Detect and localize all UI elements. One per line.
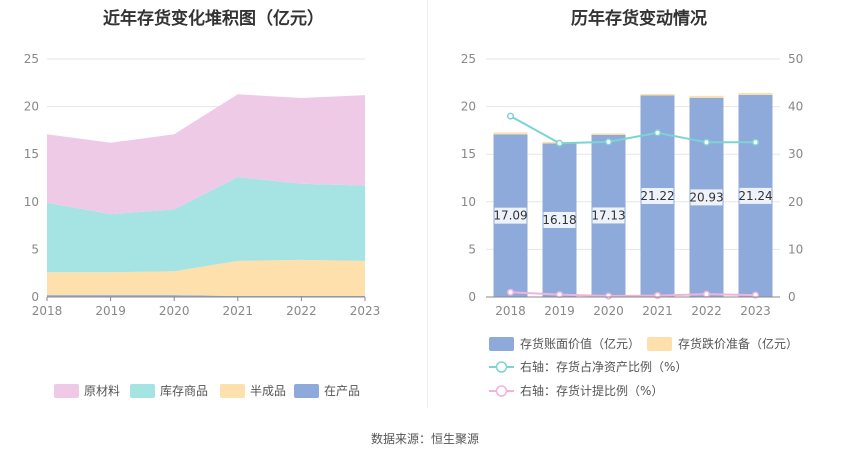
right-x-tick-label: 2019 bbox=[544, 304, 575, 318]
left-x-tick-label: 2022 bbox=[286, 304, 317, 318]
left-x-tick-label: 2019 bbox=[95, 304, 126, 318]
bar-value-label-bg bbox=[543, 211, 576, 228]
legend-label: 存货账面价值（亿元） bbox=[520, 336, 640, 351]
right-y-tick-label: 20 bbox=[461, 100, 476, 114]
bar-value-label: 16.18 bbox=[542, 213, 576, 227]
right-y-tick-label: 0 bbox=[468, 290, 476, 304]
left-y-tick-label: 25 bbox=[24, 52, 39, 66]
ratio-line-1 bbox=[510, 291, 756, 298]
left-y-tick-label: 20 bbox=[24, 100, 39, 114]
left-y-tick-label: 10 bbox=[24, 195, 39, 209]
legend-label: 存货跌价准备（亿元） bbox=[678, 336, 798, 351]
bar-value-label: 17.13 bbox=[591, 208, 625, 222]
ratio-point bbox=[702, 138, 711, 146]
area-1 bbox=[47, 259, 365, 297]
legend-marker bbox=[495, 385, 508, 397]
impairment-bar bbox=[689, 95, 724, 98]
ratio-point bbox=[506, 288, 515, 296]
bar-value-label-bg bbox=[690, 189, 723, 206]
ratio-point bbox=[751, 138, 760, 146]
right-y2-tick-label: 0 bbox=[788, 290, 796, 304]
left-chart-title: 近年存货变化堆积图（亿元） bbox=[103, 9, 324, 29]
right-x-tick-label: 2021 bbox=[642, 304, 673, 318]
bar-value-label-bg bbox=[739, 187, 772, 204]
legend-swatch bbox=[54, 384, 79, 398]
right-y2-tick-label: 30 bbox=[788, 147, 803, 161]
right-x-tick-label: 2018 bbox=[495, 304, 526, 318]
bar-value-label-bg bbox=[592, 207, 625, 224]
right-x-tick-label: 2023 bbox=[740, 304, 771, 318]
legend-label: 原材料 bbox=[84, 384, 120, 398]
ratio-line-0 bbox=[510, 115, 756, 145]
legend-swatch bbox=[130, 384, 155, 398]
area-2 bbox=[47, 177, 365, 273]
ratio-point bbox=[604, 292, 613, 300]
left-x-tick-label: 2021 bbox=[223, 304, 254, 318]
ratio-point bbox=[751, 291, 760, 299]
right-y2-tick-label: 40 bbox=[788, 100, 803, 114]
bar-value-label: 17.09 bbox=[493, 209, 527, 223]
right-chart-title: 历年存货变动情况 bbox=[571, 9, 707, 29]
left-y-tick-label: 0 bbox=[31, 290, 39, 304]
legend-label: 右轴：存货计提比例（%） bbox=[520, 383, 663, 398]
ratio-point bbox=[604, 138, 613, 146]
bar-value-label-bg bbox=[641, 187, 674, 204]
left-x-tick-label: 2023 bbox=[350, 304, 381, 318]
impairment-bar bbox=[591, 133, 626, 135]
data-source-note: 数据来源：恒生聚源 bbox=[370, 432, 479, 446]
right-y-tick-label: 5 bbox=[468, 242, 476, 256]
legend-swatch bbox=[294, 384, 319, 398]
legend-swatch bbox=[489, 337, 514, 351]
right-y2-tick-label: 20 bbox=[788, 195, 803, 209]
impairment-bar bbox=[738, 92, 773, 95]
left-y-tick-label: 5 bbox=[31, 242, 39, 256]
ratio-point bbox=[653, 129, 662, 137]
right-y-tick-label: 25 bbox=[461, 52, 476, 66]
impairment-bar bbox=[493, 132, 528, 135]
right-y2-tick-label: 50 bbox=[788, 52, 803, 66]
bar-value-label-bg bbox=[494, 207, 527, 224]
ratio-point bbox=[555, 139, 564, 147]
area-3 bbox=[47, 94, 365, 215]
left-x-tick-label: 2020 bbox=[159, 304, 190, 318]
bar-value-label: 20.93 bbox=[689, 190, 723, 204]
impairment-bar bbox=[640, 94, 675, 96]
legend-swatch bbox=[647, 337, 672, 351]
right-x-tick-label: 2020 bbox=[593, 304, 624, 318]
right-y2-tick-label: 10 bbox=[788, 242, 803, 256]
legend-swatch bbox=[220, 384, 245, 398]
panel-divider bbox=[427, 0, 428, 408]
right-x-tick-label: 2022 bbox=[691, 304, 722, 318]
legend-label: 在产品 bbox=[324, 384, 360, 398]
legend-label: 半成品 bbox=[250, 384, 286, 398]
legend-label: 右轴：存货占净资产比例（%） bbox=[520, 359, 687, 374]
legend-label: 库存商品 bbox=[160, 383, 208, 398]
right-y-tick-label: 10 bbox=[461, 195, 476, 209]
ratio-point bbox=[702, 290, 711, 298]
bar-value-label: 21.24 bbox=[738, 189, 772, 203]
right-y-tick-label: 15 bbox=[461, 147, 476, 161]
bar-value-label: 21.22 bbox=[640, 189, 674, 203]
legend-marker bbox=[495, 361, 508, 373]
left-y-tick-label: 15 bbox=[24, 147, 39, 161]
ratio-point bbox=[506, 112, 515, 120]
left-x-tick-label: 2018 bbox=[32, 304, 63, 318]
ratio-point bbox=[653, 292, 662, 300]
